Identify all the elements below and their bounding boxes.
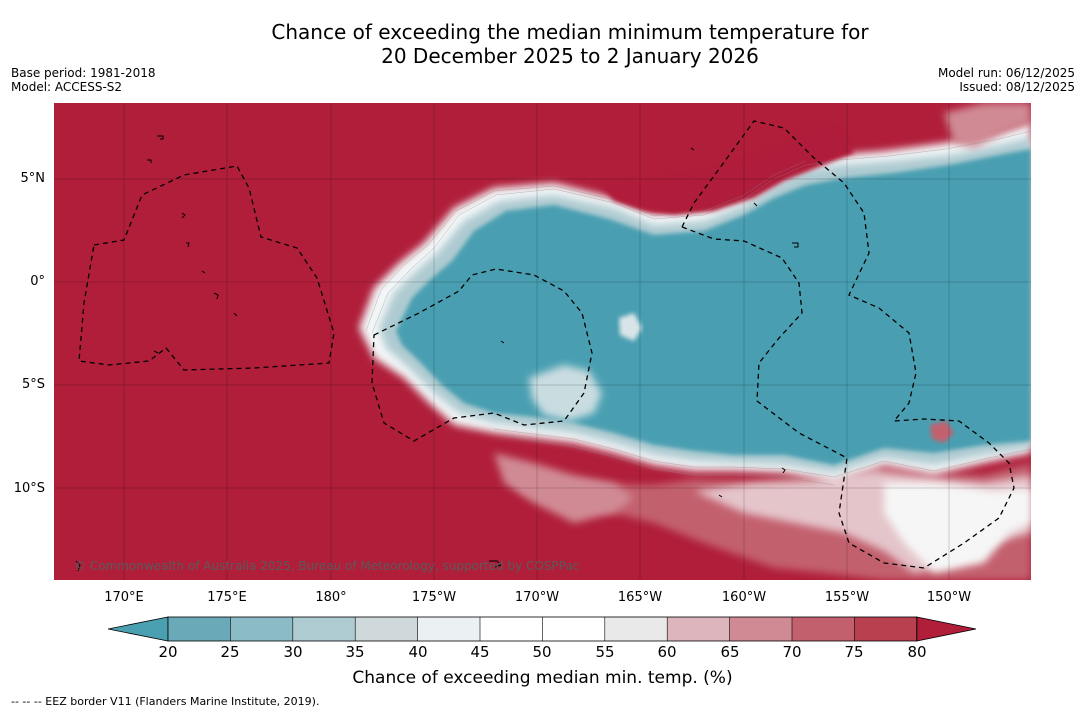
southern-white-patch [884, 483, 1031, 573]
colorbar-tick-25: 25 [220, 643, 240, 661]
lon-label-165w: 165°W [617, 590, 663, 605]
colorbar-tick-35: 35 [345, 643, 365, 661]
lon-label-175e: 175°E [207, 590, 247, 605]
islands [75, 135, 799, 572]
base-period: Base period: 1981-2018 [11, 66, 156, 80]
colorbar [107, 616, 978, 648]
colorbar-label: Chance of exceeding median min. temp. (%… [352, 668, 733, 688]
model-name: Model: ACCESS-S2 [11, 80, 123, 94]
colorbar-tick-75: 75 [844, 643, 864, 661]
colorbar-bin-40-45 [417, 617, 480, 641]
northeast-pale-patch [944, 103, 1031, 148]
colorbar-tick-60: 60 [657, 643, 677, 661]
colorbar-high-extend [916, 616, 977, 642]
issued-date: Issued: 08/12/2025 [959, 80, 1075, 94]
colorbar-tick-30: 30 [283, 643, 303, 661]
colorbar-tick-40: 40 [408, 643, 428, 661]
lon-label-180: 180° [315, 590, 347, 605]
lat-label-10s: 10°S [13, 481, 45, 496]
map-title: Chance of exceeding the median minimum t… [160, 20, 980, 68]
interior-light-patch-2 [619, 313, 642, 341]
colorbar-tick-80: 80 [907, 643, 927, 661]
eez-legend-note: -- -- -- EEZ border V11 (Flanders Marine… [11, 695, 320, 708]
eez-tokelau [371, 268, 593, 442]
colorbar-tick-65: 65 [720, 643, 740, 661]
colorbar-tick-70: 70 [782, 643, 802, 661]
lat-label-5s: 5°S [21, 377, 45, 392]
colorbar-tick-20: 20 [158, 643, 178, 661]
eez-borders [78, 120, 1015, 569]
colorbar-bin-25-30 [230, 617, 293, 641]
run-info: Model run: 06/12/2025 Issued: 08/12/2025 [938, 66, 1075, 94]
southeast-pink-spot [930, 421, 954, 443]
southwest-pink-tongue [494, 453, 634, 523]
graticule [54, 103, 1031, 580]
contour-lines [365, 130, 1031, 486]
model-info: Base period: 1981-2018 Model: ACCESS-S2 [11, 66, 156, 94]
forecast-map [54, 103, 1031, 580]
lon-label-155w: 155°W [824, 590, 870, 605]
colorbar-tick-50: 50 [532, 643, 552, 661]
colorbar-bin-45-50 [480, 617, 543, 641]
colorbar-bin-75-80 [854, 617, 917, 641]
title-line-1: Chance of exceeding the median minimum t… [271, 20, 869, 44]
colorbar-bin-30-35 [292, 617, 356, 641]
copyright-notice: © Commonwealth of Australia 2025, Bureau… [74, 559, 580, 573]
lon-label-160w: 160°W [721, 590, 767, 605]
colorbar-bin-60-65 [667, 617, 730, 641]
lon-label-175w: 175°W [411, 590, 457, 605]
colorbar-bin-65-70 [729, 617, 792, 641]
eez-line-islands [681, 120, 1015, 569]
lon-label-150w: 150°W [926, 590, 972, 605]
interior-light-patch [529, 365, 602, 421]
title-line-2: 20 December 2025 to 2 January 2026 [381, 44, 759, 68]
colorbar-bin-35-40 [355, 617, 418, 641]
colorbar-bin-70-75 [792, 617, 855, 641]
colorbar-low-extend [107, 616, 169, 642]
colorbar-tick-55: 55 [595, 643, 615, 661]
colorbar-bin-20-25 [168, 617, 231, 641]
lat-label-5n: 5°N [20, 171, 46, 186]
colorbar-tick-45: 45 [470, 643, 490, 661]
northern-red-bay [599, 123, 854, 215]
lon-label-170e: 170°E [104, 590, 144, 605]
colorbar-bin-55-60 [604, 617, 668, 641]
eez-kiribati-gilbert [78, 165, 335, 371]
colorbar-bin-50-55 [542, 617, 605, 641]
lon-label-170w: 170°W [514, 590, 560, 605]
lat-label-0: 0° [30, 274, 45, 289]
model-run: Model run: 06/12/2025 [937, 66, 1075, 80]
